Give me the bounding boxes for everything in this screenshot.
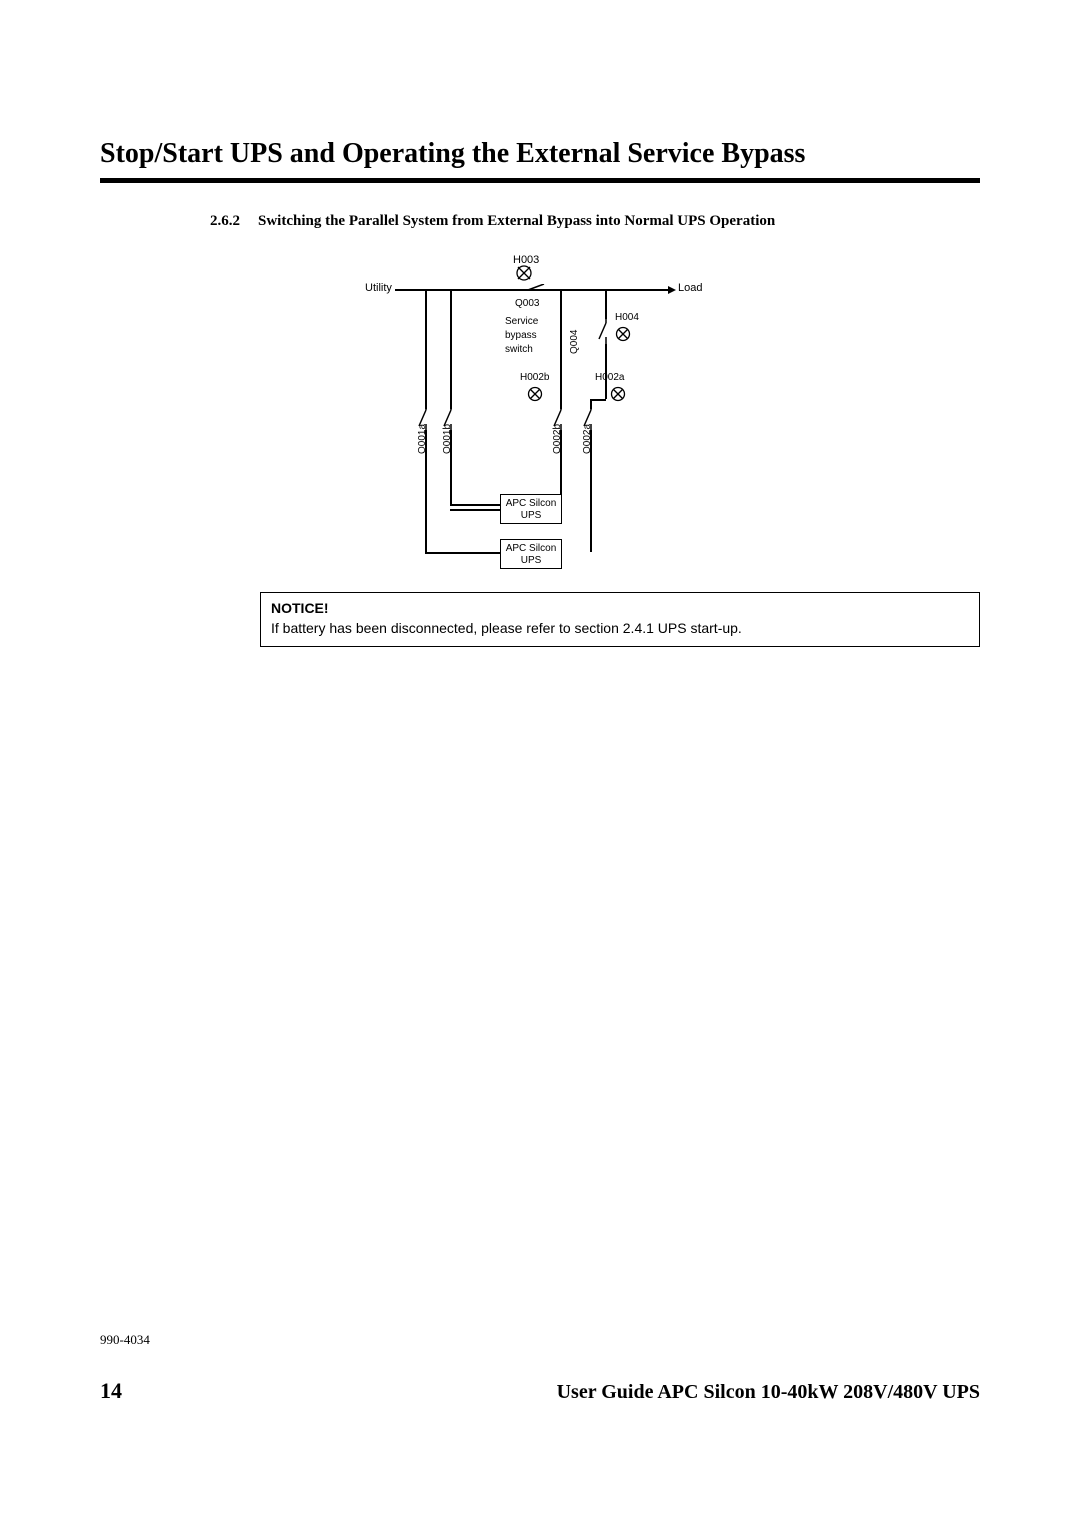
doc-code: 990-4034 <box>100 1332 150 1348</box>
label-service: Service <box>505 316 538 327</box>
ups1-line2: UPS <box>501 510 561 522</box>
section-heading: 2.6.2Switching the Parallel System from … <box>210 211 980 232</box>
switch-h003 <box>515 264 533 282</box>
notice-box: NOTICE! If battery has been disconnected… <box>260 592 980 647</box>
switch-q004-open <box>597 317 615 345</box>
switch-h002a <box>610 386 626 402</box>
ups1-line1: APC Silcon <box>501 498 561 510</box>
label-h004: H004 <box>615 312 639 323</box>
ups2-line2: UPS <box>501 555 561 567</box>
page-title: Stop/Start UPS and Operating the Externa… <box>100 138 980 170</box>
page-number: 14 <box>100 1378 122 1404</box>
notice-title: NOTICE! <box>271 600 329 616</box>
label-h002b: H002b <box>520 372 549 383</box>
title-rule <box>100 178 980 183</box>
ups2-line1: APC Silcon <box>501 543 561 555</box>
label-load: Load <box>678 282 702 294</box>
label-q004: Q004 <box>569 330 580 354</box>
label-q002b: Q002b <box>552 424 563 454</box>
switch-h002b <box>527 386 543 402</box>
ups-box-2: APC Silcon UPS <box>500 539 562 569</box>
section-number: 2.6.2 <box>210 211 258 232</box>
label-q001b: Q001b <box>442 424 453 454</box>
label-h002a: H002a <box>595 372 624 383</box>
label-q003: Q003 <box>515 298 539 309</box>
label-q002a: Q002a <box>582 424 593 454</box>
section-title: Switching the Parallel System from Exter… <box>258 213 775 229</box>
label-utility: Utility <box>365 282 392 294</box>
footer-title: User Guide APC Silcon 10-40kW 208V/480V … <box>557 1381 980 1404</box>
label-q001a: Q001a <box>417 424 428 454</box>
page-footer: 14 User Guide APC Silcon 10-40kW 208V/48… <box>100 1378 980 1404</box>
wiring-diagram: Utility Load H003 Q003 Service bypass sw… <box>365 254 715 574</box>
label-switch: switch <box>505 344 533 355</box>
notice-body: If battery has been disconnected, please… <box>271 620 742 636</box>
switch-h004 <box>615 326 631 342</box>
label-bypass: bypass <box>505 330 537 341</box>
ups-box-1: APC Silcon UPS <box>500 494 562 524</box>
